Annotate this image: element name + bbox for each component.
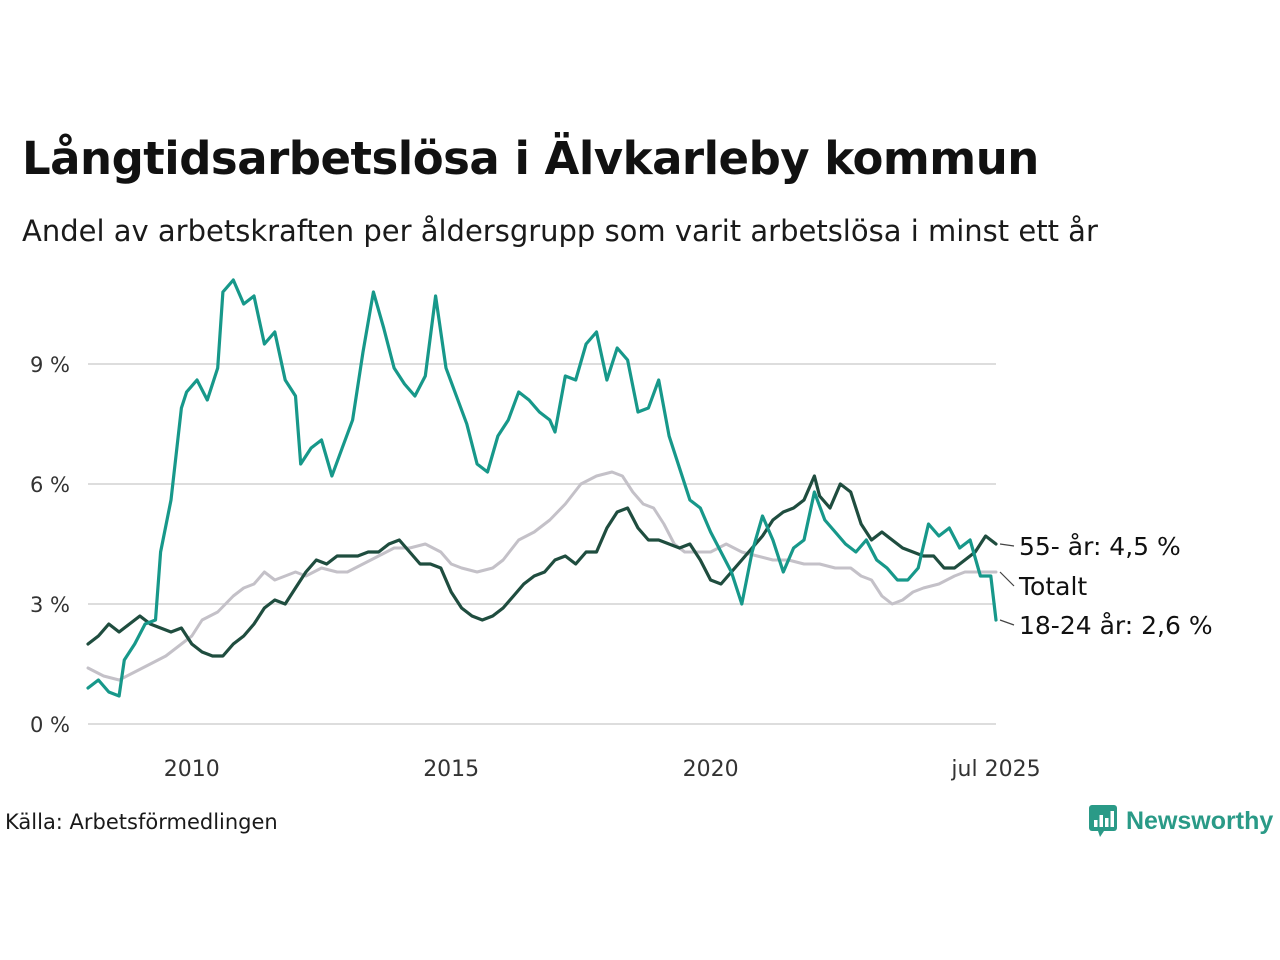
newsworthy-logo-icon (1089, 805, 1117, 837)
grid-lines (88, 363, 996, 725)
series-line-older (86, 474, 998, 658)
y-tick-label: 6 % (30, 473, 70, 497)
newsworthy-logo[interactable]: Newsworthy (1088, 804, 1273, 838)
series-line-youth (86, 278, 998, 698)
y-axis: 0 % 3 % 6 % 9 % (30, 353, 70, 737)
newsworthy-logo-text: Newsworthy (1126, 806, 1274, 835)
x-axis: 2010 2015 2020 jul 2025 (164, 757, 1041, 782)
series-label-youth: 18-24 år: 2,6 % (1019, 611, 1213, 640)
y-tick-label: 9 % (30, 353, 70, 377)
source-note: Källa: Arbetsförmedlingen (5, 810, 278, 834)
label-connector-total (999, 571, 1015, 587)
label-connector-older (999, 543, 1015, 547)
series-lines (86, 278, 998, 698)
x-tick-label: jul 2025 (950, 757, 1040, 782)
series-label-older: 55- år: 4,5 % (1019, 532, 1181, 561)
label-connector-youth (999, 619, 1015, 626)
series-line-total (86, 470, 998, 682)
x-tick-label: 2010 (164, 757, 220, 782)
y-tick-label: 0 % (30, 713, 70, 737)
series-labels: Totalt 55- år: 4,5 % 18-24 år: 2,6 % (999, 532, 1213, 640)
series-label-total: Totalt (1018, 572, 1087, 601)
chart-title: Långtidsarbetslösa i Älvkarleby kommun (22, 132, 1039, 185)
chart-subtitle: Andel av arbetskraften per åldersgrupp s… (22, 214, 1098, 248)
y-tick-label: 3 % (30, 593, 70, 617)
x-tick-label: 2020 (683, 757, 739, 782)
x-tick-label: 2015 (423, 757, 479, 782)
